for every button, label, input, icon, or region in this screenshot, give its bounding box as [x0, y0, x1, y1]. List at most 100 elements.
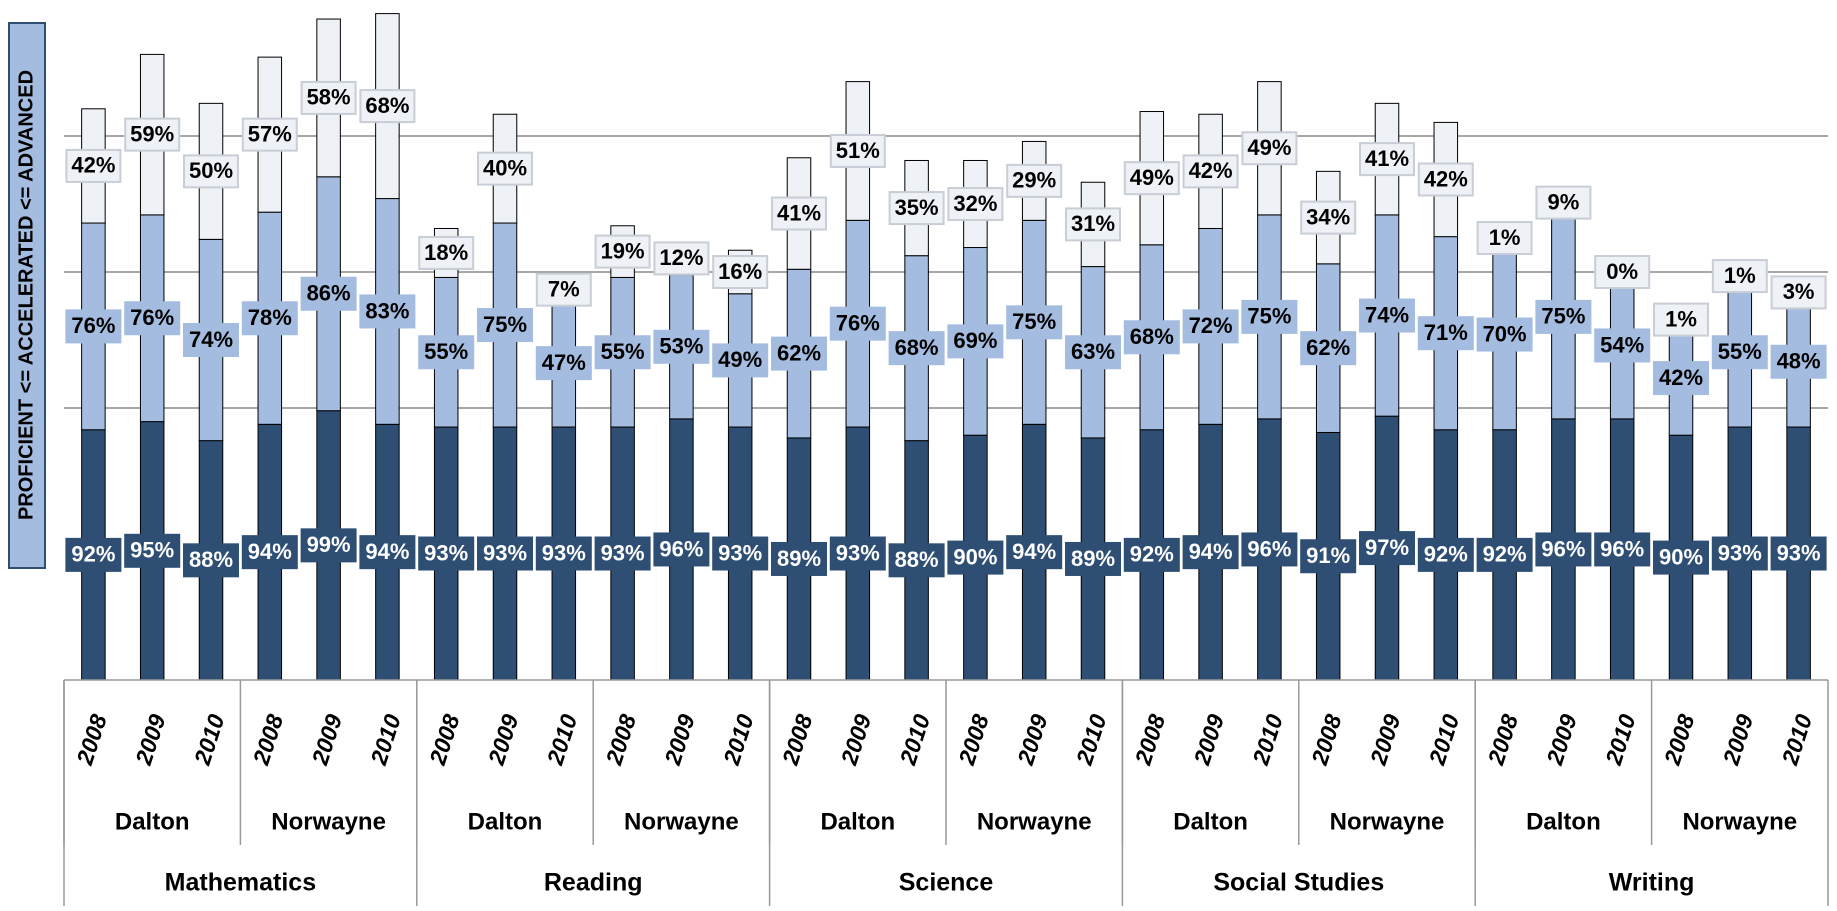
value-label: 49% [1247, 135, 1291, 160]
value-label-box [1241, 532, 1298, 567]
value-label-box [1535, 299, 1592, 334]
value-label-box [65, 309, 122, 344]
value-label: 75% [1012, 309, 1056, 334]
school-label: Norwayne [624, 808, 739, 835]
value-label: 51% [836, 138, 880, 163]
value-label-box [124, 117, 181, 152]
value-label: 76% [71, 313, 115, 338]
value-label-box [1417, 162, 1474, 197]
value-label-box [183, 323, 239, 357]
subject-label: Mathematics [165, 869, 316, 897]
value-label-box [1417, 316, 1474, 351]
school-label: Dalton [820, 808, 895, 835]
value-label: 31% [1071, 211, 1115, 236]
x-tick-label: 2008 [953, 711, 994, 769]
value-label: 7% [548, 276, 580, 301]
value-label: 47% [542, 350, 586, 375]
x-tick-label: 2008 [1659, 711, 1700, 769]
value-label-box [1711, 259, 1768, 294]
value-label-box [1535, 185, 1592, 220]
value-label: 74% [1365, 302, 1409, 327]
value-label: 89% [777, 546, 821, 571]
x-tick-label: 2008 [71, 711, 112, 769]
value-label: 76% [130, 305, 174, 330]
value-label-box [1006, 305, 1063, 340]
value-label: 32% [953, 191, 997, 216]
value-label-box [535, 536, 592, 571]
value-label-box [535, 346, 592, 381]
value-label: 94% [365, 539, 409, 564]
x-tick-label: 2010 [718, 711, 759, 769]
value-label: 91% [1306, 543, 1350, 568]
value-label: 71% [1424, 320, 1468, 345]
value-label-box [712, 343, 769, 378]
value-label: 90% [953, 544, 997, 569]
value-label-box [477, 536, 533, 571]
x-tick-label: 2009 [835, 711, 876, 769]
value-label: 62% [777, 340, 821, 365]
value-label-box [1417, 537, 1474, 572]
value-label: 40% [483, 155, 527, 180]
value-label-box [1653, 540, 1709, 575]
value-label-box [1123, 320, 1180, 355]
x-tick-label: 2008 [247, 711, 288, 769]
school-label: Norwayne [1682, 808, 1797, 835]
value-label: 18% [424, 240, 468, 265]
x-tick-label: 2009 [659, 711, 700, 769]
value-label-box [1182, 535, 1239, 570]
value-label-box [124, 301, 181, 336]
value-label-box [359, 294, 416, 329]
value-label: 83% [365, 298, 409, 323]
school-label: Norwayne [977, 808, 1092, 835]
value-label-box [1535, 532, 1592, 567]
x-tick-label: 2009 [1717, 711, 1758, 769]
value-label: 12% [659, 245, 703, 270]
value-label: 99% [307, 532, 351, 557]
value-label-box [829, 133, 886, 168]
value-label: 94% [248, 539, 292, 564]
value-label: 72% [1189, 313, 1233, 338]
value-label: 75% [483, 312, 527, 337]
x-tick-label: 2009 [1188, 711, 1229, 769]
value-label-box [535, 272, 592, 307]
x-tick-label: 2008 [1129, 711, 1170, 769]
value-label: 1% [1724, 263, 1756, 288]
value-label: 54% [1600, 332, 1644, 357]
value-label-box [947, 187, 1004, 221]
value-label: 48% [1777, 349, 1821, 374]
value-label: 93% [601, 540, 645, 565]
value-label: 93% [1718, 540, 1762, 565]
school-label: Dalton [468, 808, 543, 835]
value-label-box [1359, 142, 1415, 177]
value-label-box [1182, 154, 1239, 189]
value-label-box [1300, 539, 1357, 574]
value-label: 68% [1130, 324, 1174, 349]
value-label: 96% [1247, 536, 1291, 561]
subject-label: Writing [1609, 869, 1695, 897]
value-label: 55% [424, 339, 468, 364]
value-label: 34% [1306, 204, 1350, 229]
value-label-box [653, 329, 710, 364]
value-label-box [1241, 299, 1298, 334]
value-label: 75% [1247, 304, 1291, 329]
value-label-box [183, 543, 239, 578]
value-label: 53% [659, 334, 703, 359]
value-label: 42% [1424, 166, 1468, 191]
value-label-box [1359, 298, 1415, 333]
value-label: 74% [189, 327, 233, 352]
value-label-box [418, 335, 475, 370]
value-label: 68% [365, 93, 409, 118]
x-tick-label: 2009 [130, 711, 171, 769]
value-label-box [241, 117, 298, 152]
value-label: 41% [1365, 146, 1409, 171]
value-label-box [947, 324, 1004, 359]
value-label: 92% [71, 542, 115, 567]
value-label-box [241, 301, 298, 336]
school-label: Dalton [1526, 808, 1601, 835]
value-label: 59% [130, 121, 174, 146]
value-label-box [888, 331, 945, 366]
value-label-box [1123, 161, 1180, 196]
value-label: 55% [1718, 339, 1762, 364]
value-label-box [1241, 131, 1298, 166]
